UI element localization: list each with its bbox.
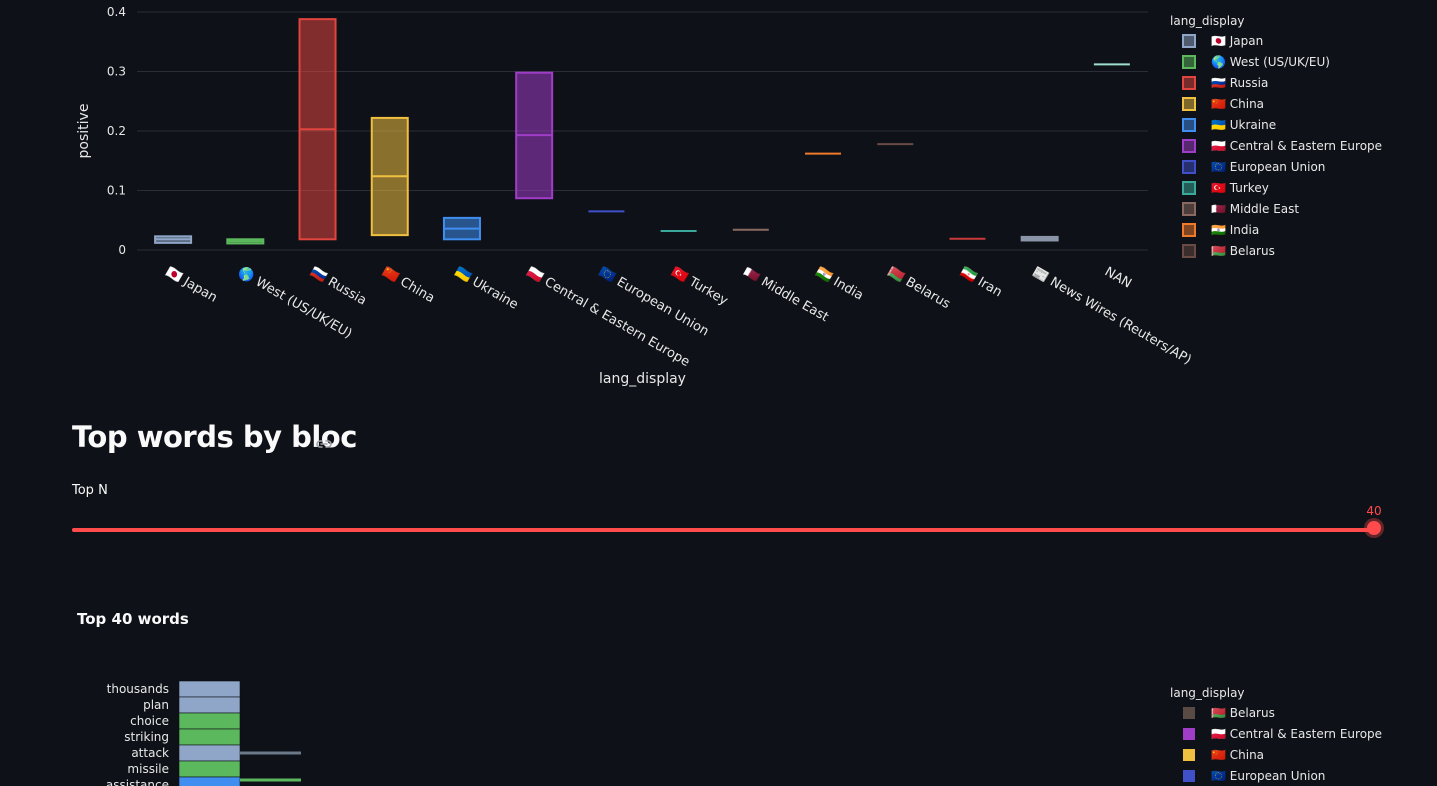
legend-item-belarus[interactable]: 🇧🇾 Belarus: [1182, 244, 1275, 258]
legend-title: lang_display: [1170, 14, 1245, 28]
slider-value: 40: [1366, 504, 1382, 518]
y-tick-label: assistance: [106, 778, 169, 786]
legend-swatch: [1182, 97, 1196, 111]
x-tick-label: 🌎 West (US/UK/EU): [235, 264, 355, 342]
bar-japan-thousands: [178, 680, 241, 698]
slider-fill: [72, 528, 1374, 532]
legend-item-european-union[interactable]: 🇪🇺 European Union: [1183, 769, 1325, 783]
legend-swatch: [1182, 160, 1196, 174]
slider-label: Top N: [72, 483, 108, 498]
box-plot-chart: 0 0.1 0.2 0.3 0.4 positive 🇯🇵 Japan 🌎 West (US/…: [76, 5, 1382, 387]
chart2-title: Top 40 words: [77, 610, 189, 628]
legend-label: 🇪🇺 European Union: [1211, 769, 1325, 783]
legend-label: 🇵🇱 Central & Eastern Europe: [1211, 727, 1382, 741]
x-tick-label: 🇧🇾 Belarus: [885, 264, 953, 312]
legend-swatch: [1182, 181, 1196, 195]
box-news-wires-reuters-ap: [1020, 235, 1059, 242]
box-ukraine: [442, 216, 481, 241]
x-tick-label: 🇯🇵 Japan: [163, 264, 219, 305]
y-tick-label: missile: [127, 762, 169, 776]
legend-item-china[interactable]: 🇨🇳 China: [1183, 748, 1264, 762]
y-tick-label: 0.4: [107, 5, 126, 19]
y-tick-label: thousands: [107, 682, 169, 696]
legend-item-china[interactable]: 🇨🇳 China: [1182, 97, 1264, 111]
legend-item-india[interactable]: 🇮🇳 India: [1182, 223, 1259, 237]
legend-swatch: [1183, 770, 1195, 782]
legend-label: 🇨🇳 China: [1211, 97, 1264, 111]
x-axis-label: lang_display: [599, 371, 686, 387]
legend-item-european-union[interactable]: 🇪🇺 European Union: [1182, 160, 1325, 174]
legend-label: 🇯🇵 Japan: [1211, 34, 1263, 48]
legend-label: 🇮🇳 India: [1211, 223, 1259, 237]
link-icon[interactable]: [314, 434, 334, 454]
bar-west-us-uk-eu-choice: [178, 712, 241, 730]
x-tick-label: 🇺🇦 Ukraine: [452, 264, 521, 312]
legend-label: 🇪🇺 European Union: [1211, 160, 1325, 174]
legend-label: 🇧🇾 Belarus: [1211, 244, 1275, 258]
y-tick-label: 0: [118, 243, 126, 257]
legend-label: 🇺🇦 Ukraine: [1211, 118, 1276, 132]
section-title: Top words by bloc: [72, 420, 357, 454]
x-tick-label: 🇨🇳 China: [380, 264, 437, 306]
bar-ukraine-assistance: [178, 776, 241, 786]
box-central-eastern-europe: [515, 71, 554, 200]
legend-label: 🇧🇾 Belarus: [1211, 706, 1275, 720]
top-n-slider[interactable]: [72, 521, 1381, 535]
legend-item-belarus[interactable]: 🇧🇾 Belarus: [1183, 706, 1275, 720]
legend-item-middle-east[interactable]: 🇶🇦 Middle East: [1182, 202, 1299, 216]
y-tick-label: 0.2: [107, 124, 126, 138]
legend-item-central-eastern-europe[interactable]: 🇵🇱 Central & Eastern Europe: [1182, 139, 1382, 153]
legend-label: 🇹🇷 Turkey: [1211, 181, 1269, 195]
legend-swatch: [1182, 202, 1196, 216]
legend-item-ukraine[interactable]: 🇺🇦 Ukraine: [1182, 118, 1276, 132]
legend-title: lang_display: [1170, 686, 1245, 700]
y-tick-label: 0.3: [107, 65, 126, 79]
legend-item-turkey[interactable]: 🇹🇷 Turkey: [1182, 181, 1269, 195]
legend-label: 🌎 West (US/UK/EU): [1211, 55, 1330, 69]
x-tick-label: 🇮🇷 Iran: [957, 264, 1004, 300]
legend-label: 🇨🇳 China: [1211, 748, 1264, 762]
bar-west-us-uk-eu-striking: [178, 728, 241, 746]
x-tick-label: 🇮🇳 India: [813, 264, 866, 303]
legend-item-japan[interactable]: 🇯🇵 Japan: [1182, 34, 1263, 48]
bar-japan-attack: [178, 744, 241, 762]
legend-item-russia[interactable]: 🇷🇺 Russia: [1182, 76, 1268, 90]
x-tick-label: 🇷🇺 Russia: [308, 264, 369, 308]
y-tick-label: plan: [143, 698, 169, 712]
legend-swatch: [1182, 76, 1196, 90]
legend-label: 🇵🇱 Central & Eastern Europe: [1211, 139, 1382, 153]
box-japan: [154, 235, 193, 244]
legend-swatch: [1182, 34, 1196, 48]
legend-swatch: [1183, 728, 1195, 740]
y-tick-label: attack: [131, 746, 169, 760]
y-axis-label: positive: [76, 104, 92, 159]
legend-swatch: [1182, 55, 1196, 69]
bar-west-us-uk-eu-missile: [178, 760, 241, 778]
box-china: [370, 116, 409, 237]
y-tick-label: striking: [124, 730, 169, 744]
x-tick-label: NAN: [1102, 264, 1134, 291]
slider-thumb[interactable]: [1367, 521, 1381, 535]
bar-japan-plan: [178, 696, 241, 714]
legend-item-west-us-uk-eu[interactable]: 🌎 West (US/UK/EU): [1182, 55, 1330, 69]
legend-swatch: [1183, 749, 1195, 761]
y-tick-label: 0.1: [107, 184, 126, 198]
y-tick-label: choice: [130, 714, 169, 728]
legend-label: 🇷🇺 Russia: [1211, 76, 1268, 90]
top-words-bar-chart: thousands plan choice striking attack missile…: [106, 680, 1382, 786]
legend-swatch: [1182, 244, 1196, 258]
legend-swatch: [1182, 223, 1196, 237]
legend-swatch: [1183, 707, 1195, 719]
box-russia: [298, 18, 337, 241]
legend-item-central-eastern-europe[interactable]: 🇵🇱 Central & Eastern Europe: [1183, 727, 1382, 741]
box-west-us-uk-eu: [226, 238, 265, 245]
legend-swatch: [1182, 118, 1196, 132]
legend-label: 🇶🇦 Middle East: [1211, 202, 1299, 216]
legend-swatch: [1182, 139, 1196, 153]
x-tick-label: 🇹🇷 Turkey: [669, 264, 731, 308]
